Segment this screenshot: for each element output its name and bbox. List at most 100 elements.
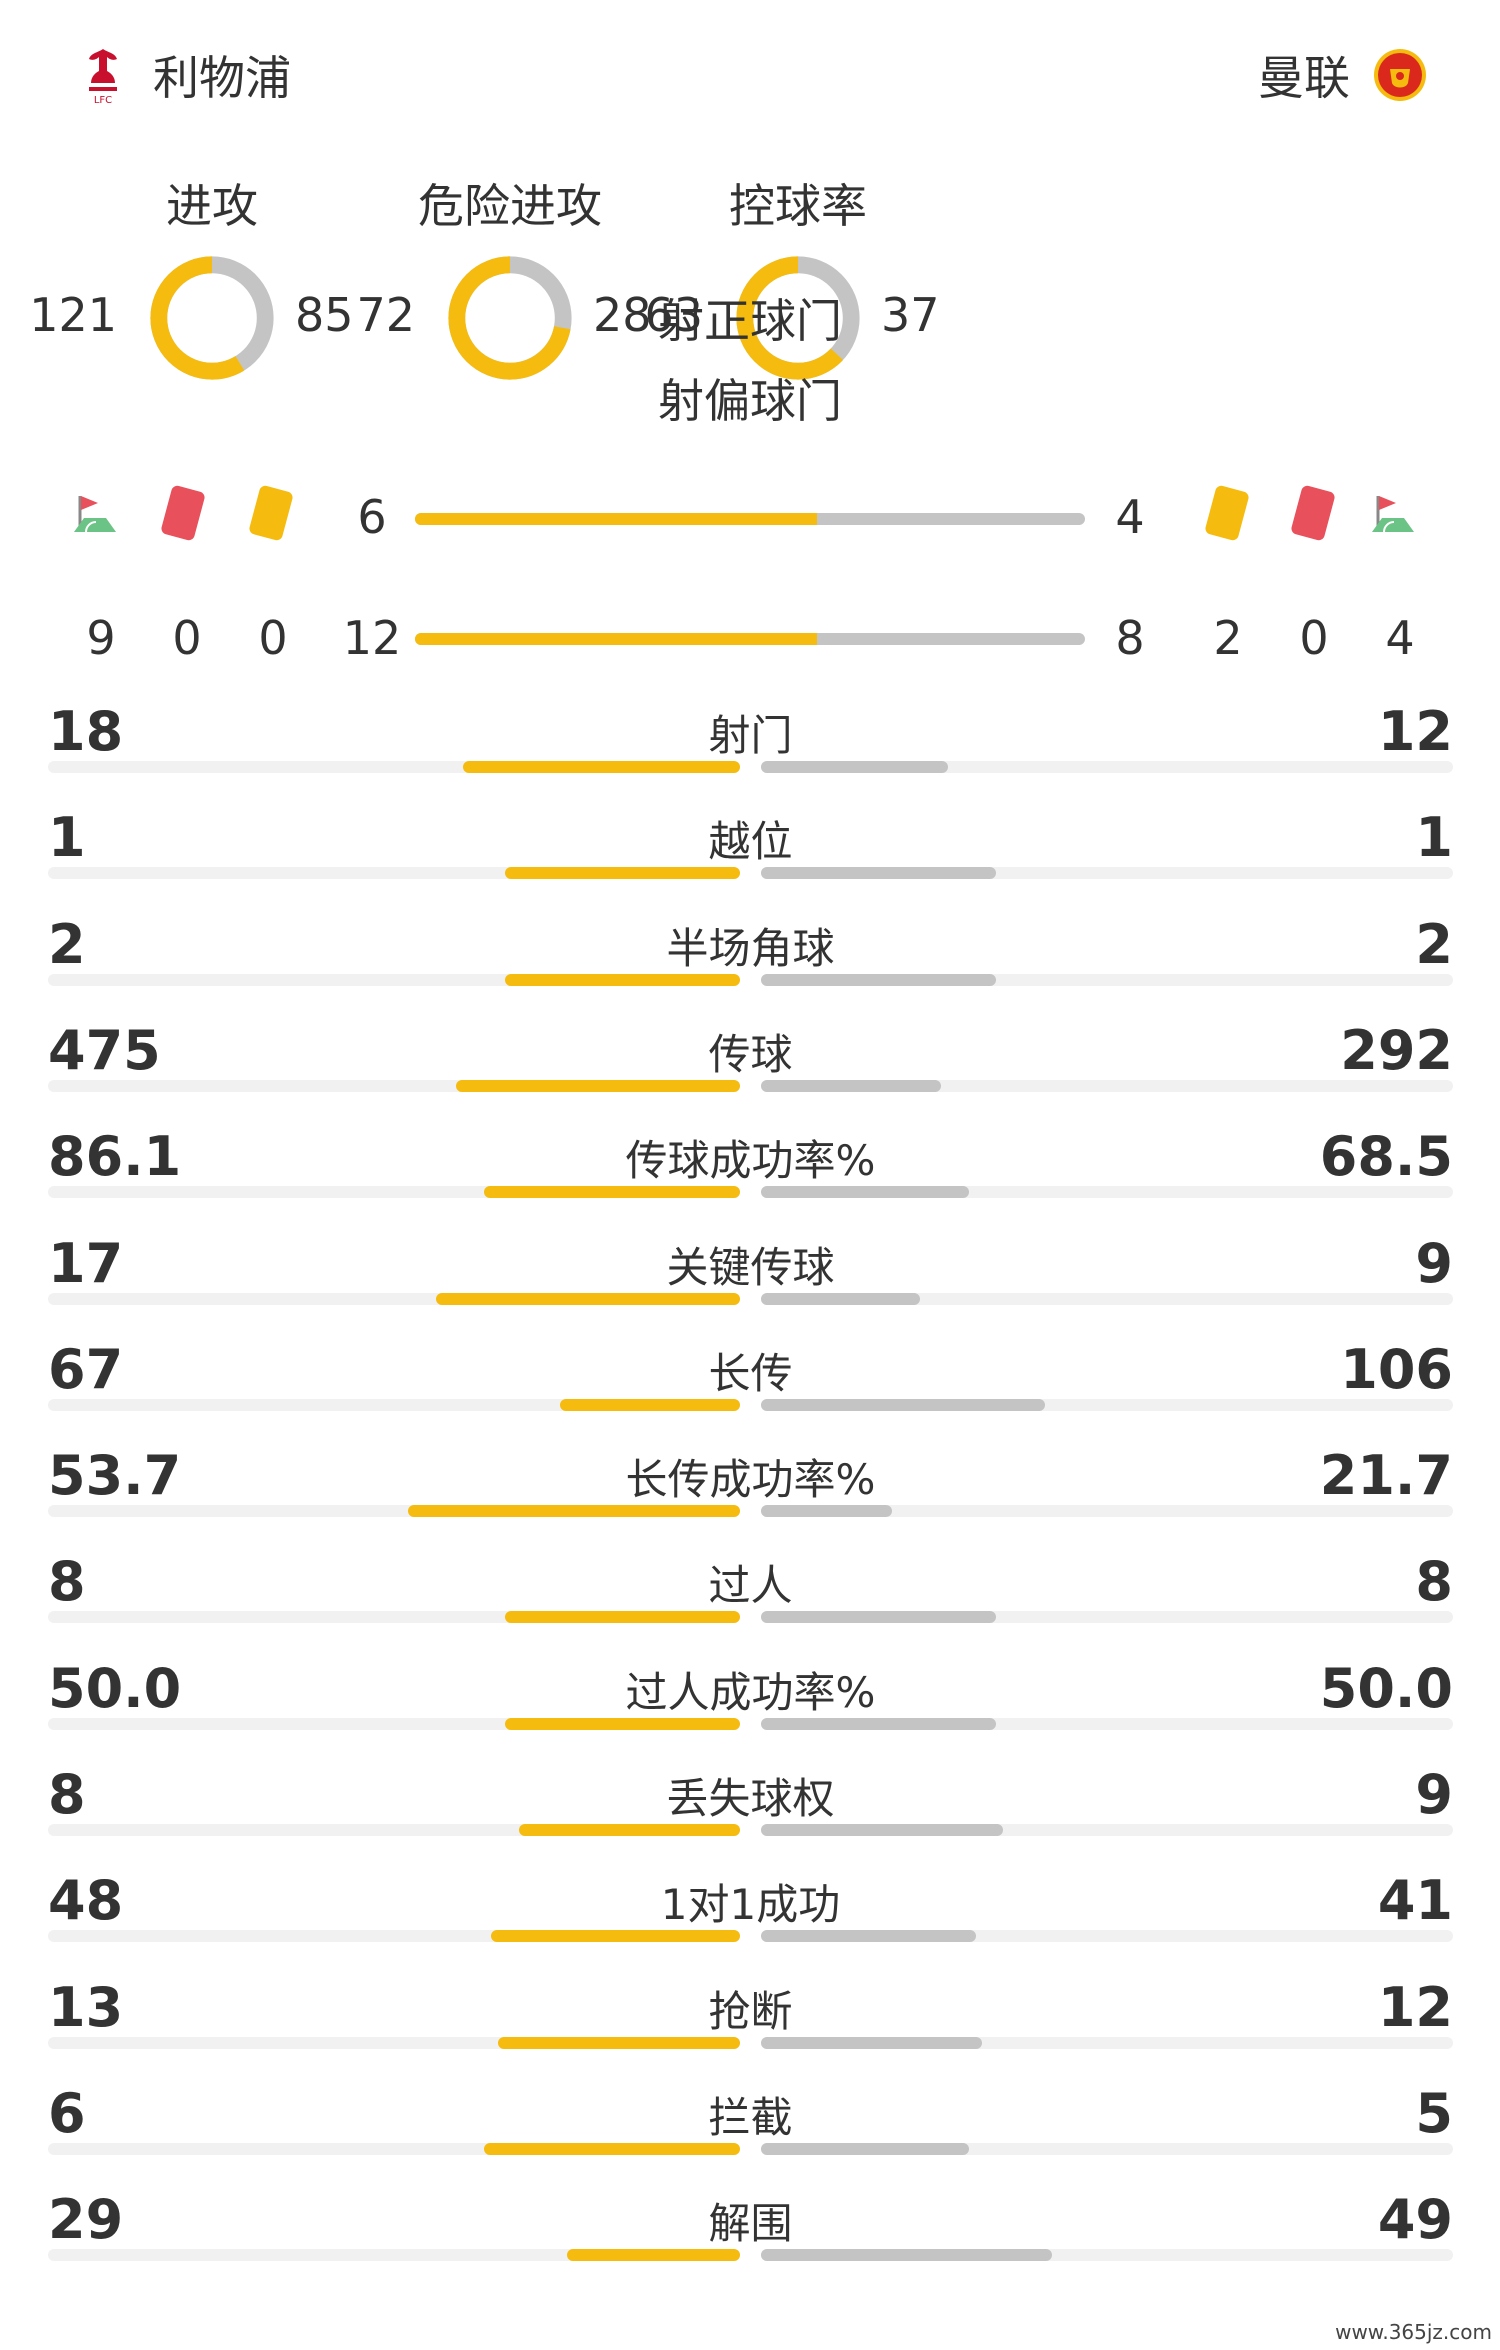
stat-away-bar — [761, 867, 997, 880]
stat-away-bar — [761, 2249, 1052, 2262]
stat-home-value: 29 — [48, 2188, 124, 2252]
home-shots-on-value: 6 — [357, 490, 387, 544]
shots-on-bar — [415, 513, 1085, 525]
stat-home-value: 17 — [48, 1231, 124, 1295]
stat-row: 2 半场角球 2 — [48, 903, 1453, 1009]
stat-home-track — [48, 1079, 740, 1092]
away-team: 曼联 — [1258, 40, 1428, 110]
stat-home-track — [48, 761, 740, 773]
donut-1: 危险进攻 72 28 — [275, 170, 745, 400]
stat-label: 抢断 — [708, 1986, 793, 2036]
stat-label: 长传 — [708, 1348, 793, 1398]
stat-away-bar — [761, 1398, 1045, 1411]
svg-text:LFC: LFC — [94, 95, 112, 106]
stat-label: 拦截 — [708, 2092, 793, 2142]
stat-away-track — [761, 1186, 1453, 1199]
stat-label: 过人 — [708, 1561, 793, 1611]
stat-away-bar — [761, 2142, 969, 2155]
stat-home-track — [48, 1292, 740, 1305]
stat-home-value: 18 — [48, 700, 124, 763]
donut-home-arc — [448, 256, 572, 380]
watermark: www.365jz.com — [1335, 2320, 1492, 2344]
stat-label: 关键传球 — [666, 1242, 835, 1292]
home-team: LFC 利物浦 — [75, 40, 291, 110]
stat-home-track — [48, 1824, 740, 1836]
stat-row: 13 抢断 12 — [48, 1966, 1453, 2072]
stat-home-track — [48, 867, 740, 880]
donut-ring — [150, 256, 274, 380]
stat-home-value: 86.1 — [48, 1125, 182, 1189]
stat-home-value: 1 — [48, 806, 86, 870]
donut-ring — [736, 256, 860, 380]
stat-away-bar — [761, 1079, 941, 1092]
stat-away-value: 49 — [1377, 2188, 1453, 2252]
shots-off-home-fill — [415, 633, 817, 645]
home-team-name: 利物浦 — [153, 51, 291, 105]
stat-row: 8 丢失球权 9 — [48, 1753, 1453, 1859]
stat-away-track — [761, 973, 1453, 986]
stat-row: 48 1对1成功 41 — [48, 1859, 1453, 1965]
corner-flag-icon — [1372, 496, 1414, 533]
stat-away-value: 106 — [1340, 1337, 1453, 1401]
stat-home-value: 8 — [48, 1763, 86, 1826]
stat-home-value: 6 — [48, 2081, 86, 2145]
donut-away-value: 28 — [593, 288, 652, 342]
donut-2: 控球率 63 37 — [563, 170, 1033, 400]
stat-away-value: 9 — [1415, 1763, 1453, 1826]
stat-home-value: 475 — [48, 1018, 161, 1082]
stat-row: 67 长传 106 — [48, 1328, 1453, 1434]
home-red-value: 0 — [172, 611, 202, 665]
away-team-name: 曼联 — [1258, 51, 1350, 105]
stat-home-bar — [490, 1930, 740, 1943]
stat-away-track — [761, 2249, 1453, 2262]
away-shots-off-value: 8 — [1115, 611, 1145, 665]
home-yellow-value: 0 — [258, 611, 288, 665]
stat-label: 丢失球权 — [666, 1774, 835, 1823]
stat-away-value: 1 — [1415, 806, 1453, 870]
stat-away-value: 292 — [1340, 1018, 1453, 1082]
donut-title: 危险进攻 — [418, 179, 602, 233]
donut-home-value: 121 — [29, 288, 117, 342]
stat-away-value: 50.0 — [1319, 1656, 1453, 1720]
stat-home-track — [48, 1186, 740, 1199]
stat-home-track — [48, 1930, 740, 1943]
stat-home-bar — [504, 973, 740, 986]
away-red-value: 0 — [1299, 611, 1329, 665]
stat-home-track — [48, 973, 740, 986]
stat-away-bar — [761, 1930, 976, 1943]
donut-home-value: 72 — [356, 288, 415, 342]
stat-away-track — [761, 1079, 1453, 1092]
stat-home-track — [48, 1505, 740, 1518]
stat-away-track — [761, 1930, 1453, 1943]
stat-away-value: 12 — [1377, 1975, 1453, 2039]
stat-away-track — [761, 1398, 1453, 1411]
stat-home-value: 2 — [48, 912, 86, 976]
stat-away-bar — [761, 1824, 1004, 1836]
stat-home-value: 50.0 — [48, 1656, 182, 1720]
donut-title: 进攻 — [166, 179, 258, 233]
stat-away-value: 21.7 — [1319, 1444, 1453, 1508]
corner-flag-icon — [74, 496, 116, 533]
stat-away-track — [761, 1611, 1453, 1624]
stat-home-track — [48, 1611, 740, 1624]
stat-away-bar — [761, 2036, 983, 2049]
donut-home-value: 63 — [644, 288, 703, 342]
donut-0: 进攻 121 85 — [0, 170, 447, 400]
stat-label: 过人成功率% — [625, 1667, 876, 1717]
stat-away-value: 9 — [1415, 1231, 1453, 1295]
donut-title: 控球率 — [729, 179, 867, 233]
stat-label: 1对1成功 — [660, 1880, 841, 1930]
donut-ring — [448, 256, 572, 380]
stat-row: 53.7 长传成功率% 21.7 — [48, 1434, 1453, 1540]
stat-home-bar — [456, 1079, 740, 1092]
liverpool-crest-icon: LFC — [89, 49, 117, 106]
stat-label: 传球 — [708, 1029, 793, 1079]
home-shots-off-value: 12 — [342, 611, 402, 665]
stat-row: 50.0 过人成功率% 50.0 — [48, 1647, 1453, 1753]
stat-home-bar — [504, 867, 740, 880]
stat-home-bar — [560, 1398, 740, 1411]
donut-away-value: 85 — [295, 288, 354, 342]
stat-home-track — [48, 1717, 740, 1730]
stat-row: 475 传球 292 — [48, 1009, 1453, 1115]
stat-away-track — [761, 1717, 1453, 1730]
